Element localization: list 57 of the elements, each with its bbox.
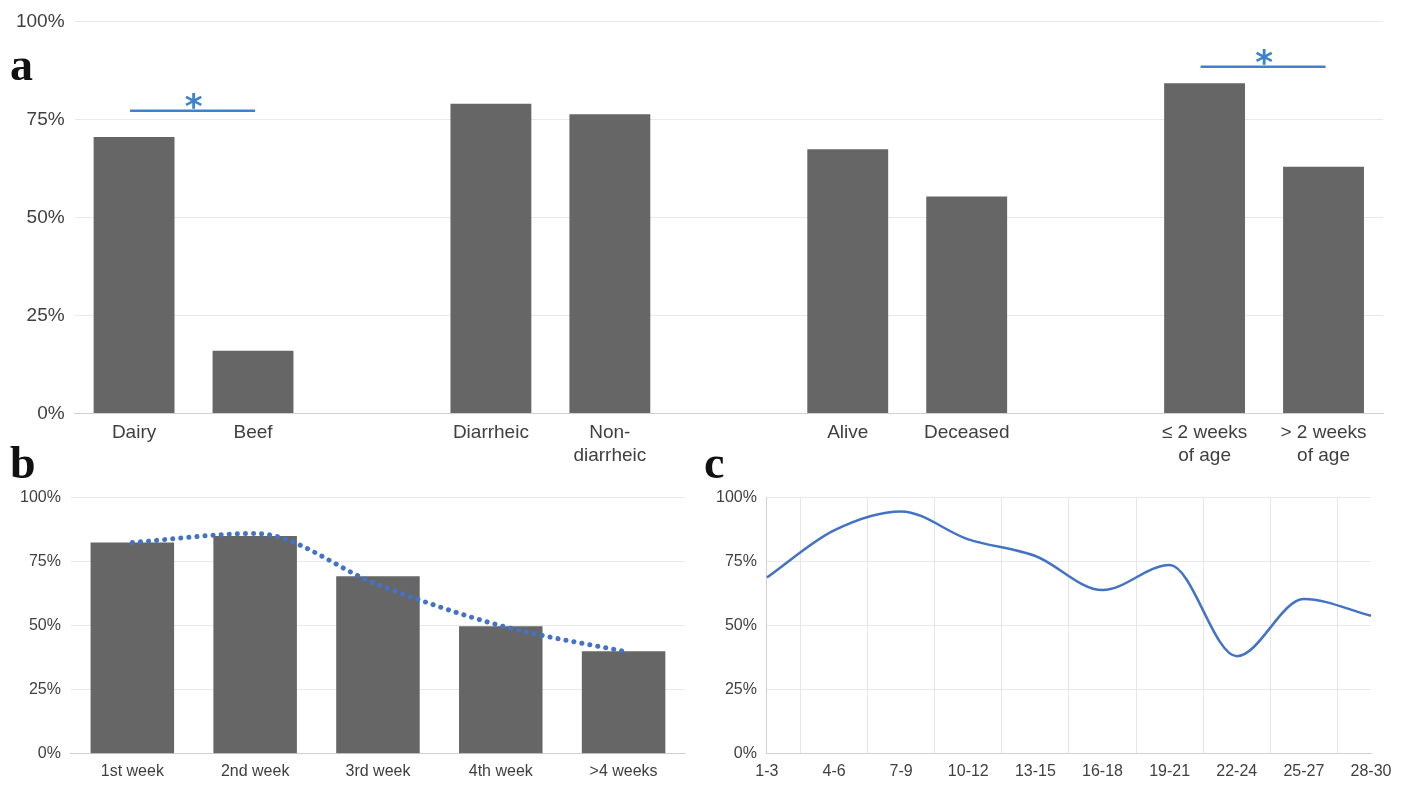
x-tick-label: 10-12: [947, 761, 989, 779]
bar: [450, 103, 532, 413]
x-tick-label: 2nd week: [220, 761, 291, 779]
y-tick-label: 25%: [724, 680, 757, 698]
x-tick-label: 28-30: [1350, 761, 1392, 779]
x-tick-label: > 2 weeks of age: [1280, 421, 1367, 465]
y-tick-label: 100%: [20, 488, 61, 506]
bar: [926, 196, 1008, 413]
y-tick-label: 75%: [26, 107, 65, 129]
bar: [807, 149, 889, 413]
bar: [213, 536, 297, 754]
bar: [581, 651, 666, 754]
x-tick-label: Deceased: [923, 421, 1010, 443]
x-tick-label: 1-3: [755, 761, 779, 779]
annotation: *: [1255, 41, 1274, 82]
y-tick-label: 0%: [733, 744, 757, 762]
bar: [212, 350, 294, 413]
x-tick-label: Diarrheic: [452, 421, 529, 443]
x-tick-label: 4th week: [468, 761, 534, 779]
y-tick-label: 100%: [15, 9, 65, 31]
x-tick-label: 3rd week: [345, 761, 412, 779]
line-series: [765, 510, 1373, 658]
x-tick-label: Non-diarrheic: [573, 421, 647, 465]
bar: [90, 542, 175, 754]
x-tick-label: 4-6: [822, 761, 846, 779]
y-tick-label: 25%: [26, 303, 65, 325]
x-tick-label: 25-27: [1283, 761, 1325, 779]
y-tick-label: 25%: [28, 680, 61, 698]
y-tick-label: 100%: [716, 488, 757, 506]
x-tick-label: 13-15: [1014, 761, 1056, 779]
x-tick-label: ≤ 2 weeks of age: [1161, 421, 1248, 465]
y-tick-label: 50%: [724, 616, 757, 634]
x-tick-label: 7-9: [889, 761, 913, 779]
chart-title: c: [704, 437, 725, 488]
x-tick-label: 1st week: [100, 761, 165, 779]
y-tick-label: 0%: [37, 744, 61, 762]
x-tick-label: Alive: [827, 421, 869, 443]
bar: [1283, 166, 1364, 413]
chart-title: b: [10, 437, 36, 488]
y-tick-label: 75%: [724, 552, 757, 570]
y-tick-label: 50%: [28, 616, 61, 634]
x-tick-label: Beef: [233, 421, 274, 443]
bar: [459, 626, 543, 754]
bar: [569, 114, 651, 413]
y-tick-label: 75%: [28, 552, 61, 570]
annotation: *: [184, 85, 203, 126]
x-tick-label: Dairy: [111, 421, 157, 443]
y-tick-label: 0%: [37, 401, 65, 423]
x-tick-label: 19-21: [1149, 761, 1191, 779]
bar: [93, 137, 175, 413]
y-tick-label: 50%: [26, 205, 65, 227]
x-tick-label: 22-24: [1216, 761, 1258, 779]
bar: [1164, 83, 1246, 413]
x-tick-label: 16-18: [1082, 761, 1124, 779]
chart-title: a: [10, 39, 33, 90]
x-tick-label: >4 weeks: [589, 761, 658, 779]
bar: [336, 576, 420, 754]
